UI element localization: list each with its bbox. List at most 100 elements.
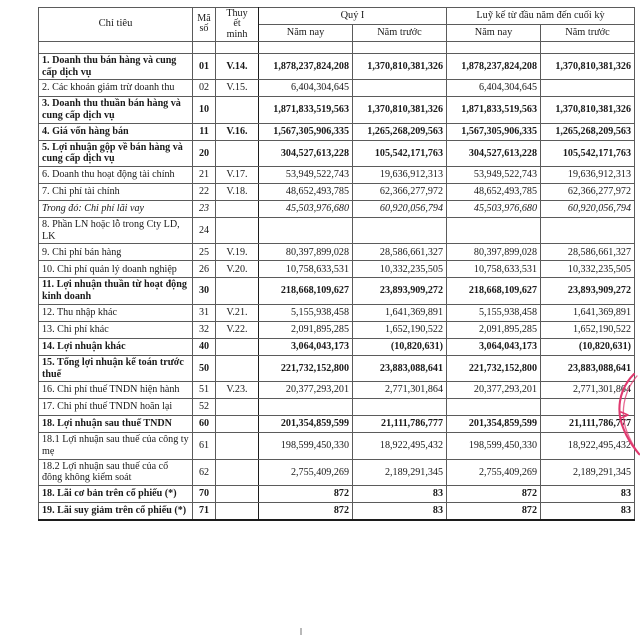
row-code: 10 [192,96,216,124]
row-cumulative-previous-value: 60,920,056,794 [539,200,636,219]
row-note: V.20. [215,260,259,279]
header-cumulative-current-year: Năm nay [446,23,541,42]
row-quarter-previous-value [352,217,447,245]
row-code: 71 [192,502,216,521]
table-row: 15. Tổng lợi nhuận kế toán trước thuế 50 2… [38,354,636,383]
row-quarter-previous-value: 1,641,369,891 [352,303,447,322]
row-cumulative-current-value: 3,064,043,173 [446,337,541,356]
header-group-quarter: Quý I [258,7,447,25]
row-quarter-current-value: 80,397,899,028 [258,243,353,262]
row-quarter-previous-value: 18,922,495,432 [352,432,447,460]
spacer-cell-ccur [446,40,541,54]
row-quarter-current-value: 872 [258,485,353,504]
row-label: 12. Thu nhập khác [38,303,193,322]
row-quarter-current-value [258,398,353,417]
row-code: 21 [192,166,216,185]
table-row: 17. Chi phí thuế TNDN hoãn lại 52 [38,398,636,417]
table-row: 18.1 Lợi nhuận sau thuế của công ty mẹ 61… [38,432,636,460]
row-cumulative-current-value: 198,599,450,330 [446,432,541,460]
row-quarter-previous-value: 10,332,235,505 [352,260,447,279]
row-note [215,337,259,356]
row-label: 18. Lợi nhuận sau thuế TNDN [38,415,193,434]
row-note: V.22. [215,320,259,339]
row-quarter-previous-value: 83 [352,502,447,521]
row-cumulative-previous-value: 28,586,661,327 [539,243,636,262]
table-row: 18.2 Lợi nhuận sau thuế của cổ đông khôn… [38,458,636,487]
row-cumulative-current-value: 2,091,895,285 [446,320,541,339]
row-quarter-current-value: 5,155,938,458 [258,303,353,322]
row-cumulative-previous-value: (10,820,631) [539,337,636,356]
row-label: 8. Phần LN hoặc lỗ trong Cty LD, LK [38,217,193,245]
row-quarter-previous-value: 105,542,171,763 [352,139,447,168]
row-cumulative-current-value [446,398,541,417]
row-note [215,432,259,460]
table-row: 1. Doanh thu bán hàng và cung cấp dịch v… [38,52,636,81]
table-row: 12. Thu nhập khác 31 V.21. 5,155,938,458 1,6… [38,303,636,322]
row-note [215,485,259,504]
row-cumulative-current-value: 48,652,493,785 [446,183,541,202]
row-label: 16. Chi phí thuế TNDN hiện hành [38,381,193,400]
row-cumulative-previous-value: 2,189,291,345 [539,458,636,487]
row-cumulative-current-value: 872 [446,485,541,504]
table-row: 7. Chi phí tài chính 22 V.18. 48,652,493,78… [38,183,636,202]
table-row: 5. Lợi nhuận gộp về bán hàng và cung cấp… [38,139,636,168]
row-label: Trong đó: Chi phí lãi vay [38,200,193,219]
row-label: 15. Tổng lợi nhuận kế toán trước thuế [38,354,193,383]
header-cumulative-previous-year: Năm trước [539,23,636,42]
row-note [215,277,259,305]
row-quarter-current-value: 304,527,613,228 [258,139,353,168]
row-note: V.19. [215,243,259,262]
table-row: 10. Chi phí quản lý doanh nghiệp 26 V.20. 1… [38,260,636,279]
row-note: V.15. [215,79,259,98]
header-chi-tieu: Chỉ tiêu [38,7,193,42]
row-cumulative-previous-value: 105,542,171,763 [539,139,636,168]
table-row: 18. Lợi nhuận sau thuế TNDN 60 201,354,859… [38,415,636,434]
row-label: 6. Doanh thu hoạt động tài chính [38,166,193,185]
spacer-cell-qcur [258,40,353,54]
row-cumulative-previous-value: 10,332,235,505 [539,260,636,279]
spacer-cell-qprev [352,40,447,54]
row-code: 60 [192,415,216,434]
row-cumulative-previous-value: 2,771,301,864 [539,381,636,400]
row-label: 1. Doanh thu bán hàng và cung cấp dịch v… [38,52,193,81]
row-quarter-previous-value: 19,636,912,313 [352,166,447,185]
row-cumulative-current-value: 218,668,109,627 [446,277,541,305]
header-thuyet-minh-line3: minh [226,28,248,40]
row-quarter-current-value: 3,064,043,173 [258,337,353,356]
row-quarter-current-value [258,217,353,245]
row-cumulative-current-value: 2,755,409,269 [446,458,541,487]
row-code: 51 [192,381,216,400]
row-quarter-previous-value: 1,652,190,522 [352,320,447,339]
row-label: 3. Doanh thu thuần bán hàng và cung cấp … [38,96,193,124]
row-quarter-current-value: 218,668,109,627 [258,277,353,305]
row-cumulative-previous-value: 1,641,369,891 [539,303,636,322]
row-cumulative-current-value: 872 [446,502,541,521]
spacer-cell-label [38,40,193,54]
row-code: 30 [192,277,216,305]
row-note: V.14. [215,52,259,81]
row-label: 5. Lợi nhuận gộp về bán hàng và cung cấp… [38,139,193,168]
row-quarter-current-value: 221,732,152,800 [258,354,353,383]
header-ma-so-line2: số [199,23,209,35]
row-label: 11. Lợi nhuận thuần từ hoạt động kinh do… [38,277,193,305]
row-code: 11 [192,122,216,141]
table-row: 19. Lãi suy giảm trên cổ phiếu (*) 71 872 8… [38,502,636,521]
row-note [215,398,259,417]
row-cumulative-previous-value: 62,366,277,972 [539,183,636,202]
row-cumulative-previous-value [539,398,636,417]
spacer-row [38,40,636,54]
table-row: Trong đó: Chi phí lãi vay 23 45,503,976,68… [38,200,636,219]
row-code: 31 [192,303,216,322]
row-cumulative-current-value: 45,503,976,680 [446,200,541,219]
row-note: V.21. [215,303,259,322]
row-note [215,200,259,219]
row-cumulative-previous-value: 1,370,810,381,326 [539,52,636,81]
row-label: 4. Giá vốn hàng bán [38,122,193,141]
row-note [215,354,259,383]
row-label: 10. Chi phí quản lý doanh nghiệp [38,260,193,279]
row-quarter-current-value: 53,949,522,743 [258,166,353,185]
row-cumulative-current-value: 221,732,152,800 [446,354,541,383]
header-row-groups: Chỉ tiêu Mã số Thuy ết minh Quý I Luỹ kế… [38,7,636,42]
row-cumulative-current-value: 53,949,522,743 [446,166,541,185]
row-cumulative-previous-value: 21,111,786,777 [539,415,636,434]
